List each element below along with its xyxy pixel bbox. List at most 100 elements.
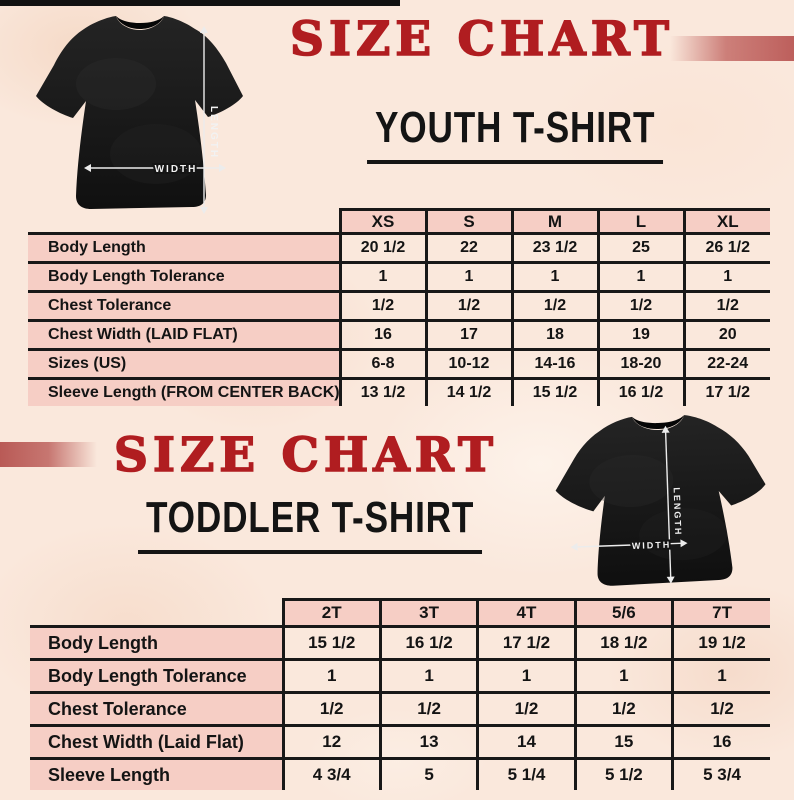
size-value-cell: 12: [281, 724, 382, 760]
measurement-row-label: Chest Width (Laid Flat): [30, 724, 285, 760]
width-label: WIDTH: [632, 540, 672, 551]
tshirt-body: [555, 415, 766, 586]
size-value-cell: 1: [424, 261, 514, 293]
measurement-row-label: Chest Tolerance: [28, 290, 342, 322]
size-value-cell: 1/2: [573, 691, 675, 727]
size-value-cell: 15 1/2: [510, 377, 600, 406]
toddler-tshirt-image: LENGTH WIDTH: [529, 406, 791, 595]
youth-tshirt-image: LENGTH WIDTH: [16, 4, 256, 216]
size-value-cell: 19: [596, 319, 686, 351]
size-column-header: 5/6: [573, 598, 675, 628]
size-value-cell: 14-16: [510, 348, 600, 380]
measure-arrows: [570, 425, 688, 584]
measurement-row-label: Chest Width (LAID FLAT): [28, 319, 342, 351]
size-value-cell: 1/2: [476, 691, 577, 727]
length-label: LENGTH: [208, 106, 219, 159]
table-row: Chest Tolerance 1/2 1/2 1/2 1/2 1/2: [30, 691, 770, 727]
toddler-size-chart-title: SIZE CHART: [113, 428, 498, 483]
size-value-cell: 22-24: [682, 348, 770, 380]
size-value-cell: 20: [682, 319, 770, 351]
size-value-cell: 18: [510, 319, 600, 351]
length-label: LENGTH: [672, 487, 684, 536]
size-value-cell: 1/2: [378, 691, 480, 727]
size-value-cell: 18 1/2: [573, 625, 675, 661]
table-row: Sleeve Length (FROM CENTER BACK) 13 1/2 14…: [28, 377, 770, 406]
size-value-cell: 23 1/2: [510, 232, 600, 264]
fabric-highlight: [110, 124, 202, 184]
size-column-header: S: [424, 208, 514, 235]
size-value-cell: 1/2: [596, 290, 686, 322]
width-label: WIDTH: [155, 164, 198, 175]
size-value-cell: 25: [596, 232, 686, 264]
toddler-size-table: 2T 3T 4T 5/6 7T Body Length 15 1/2 16 1/2 17 1/…: [30, 598, 770, 790]
measurement-row-label: Body Length Tolerance: [30, 658, 285, 694]
toddler-subtitle-wrap: TODDLER T-SHIRT: [95, 496, 485, 554]
size-value-cell: 5: [378, 757, 480, 790]
size-value-cell: 15: [573, 724, 675, 760]
size-value-cell: 1/2: [281, 691, 382, 727]
size-column-header: 4T: [476, 598, 577, 628]
size-column-header: M: [510, 208, 600, 235]
measurement-row-label: Sleeve Length: [30, 757, 285, 790]
size-value-cell: 1: [671, 658, 770, 694]
size-value-cell: 22: [424, 232, 514, 264]
size-value-cell: 5 3/4: [671, 757, 770, 790]
measurement-row-label: Body Length: [28, 232, 342, 264]
size-value-cell: 17 1/2: [682, 377, 770, 406]
youth-subtitle-wrap: YOUTH T-SHIRT: [330, 106, 700, 164]
measure-arrows: [84, 26, 226, 214]
table-corner-blank: [28, 210, 340, 234]
size-value-cell: 5 1/2: [573, 757, 675, 790]
size-value-cell: 16 1/2: [596, 377, 686, 406]
measurement-row-label: Chest Tolerance: [30, 691, 285, 727]
title-accent-bar-right: [670, 36, 794, 61]
youth-header-row: XS S M L XL: [28, 208, 770, 235]
size-value-cell: 16: [338, 319, 428, 351]
size-value-cell: 5 1/4: [476, 757, 577, 790]
toddler-tshirt-drawing: LENGTH WIDTH: [555, 415, 766, 586]
table-row: Body Length 20 1/2 22 23 1/2 25 26 1/2: [28, 232, 770, 264]
table-row: Sleeve Length 4 3/4 5 5 1/4 5 1/2 5 3/4: [30, 757, 770, 790]
tshirt-body: [36, 16, 243, 209]
size-column-header: XL: [682, 208, 770, 235]
size-value-cell: 16: [671, 724, 770, 760]
toddler-header-row: 2T 3T 4T 5/6 7T: [30, 598, 770, 628]
photo-edge-strip: [0, 0, 400, 6]
size-column-header: 3T: [378, 598, 480, 628]
size-value-cell: 26 1/2: [682, 232, 770, 264]
size-value-cell: 1/2: [424, 290, 514, 322]
table-row: Chest Width (LAID FLAT) 16 17 18 19 20: [28, 319, 770, 351]
table-row: Chest Width (Laid Flat) 12 13 14 15 16: [30, 724, 770, 760]
size-value-cell: 17: [424, 319, 514, 351]
tshirt-collar: [116, 16, 164, 29]
size-value-cell: 6-8: [338, 348, 428, 380]
size-value-cell: 1/2: [510, 290, 600, 322]
size-value-cell: 13 1/2: [338, 377, 428, 406]
size-value-cell: 1: [596, 261, 686, 293]
size-column-header: XS: [338, 208, 428, 235]
table-row: Sizes (US) 6-8 10-12 14-16 18-20 22-24: [28, 348, 770, 380]
tshirt-collar: [632, 415, 685, 430]
size-column-header: 2T: [281, 598, 382, 628]
size-value-cell: 18-20: [596, 348, 686, 380]
youth-size-table: XS S M L XL Body Length 20 1/2 22 23 1/2 25 26 1/…: [28, 208, 770, 406]
table-row: Body Length Tolerance 1 1 1 1 1: [30, 658, 770, 694]
size-value-cell: 1: [510, 261, 600, 293]
size-value-cell: 20 1/2: [338, 232, 428, 264]
size-value-cell: 14: [476, 724, 577, 760]
size-column-header: L: [596, 208, 686, 235]
size-value-cell: 1: [378, 658, 480, 694]
size-value-cell: 1: [476, 658, 577, 694]
size-column-header: 7T: [671, 598, 770, 628]
fabric-highlight: [639, 508, 728, 561]
table-row: Body Length 15 1/2 16 1/2 17 1/2 18 1/2 19 1/…: [30, 625, 770, 661]
size-value-cell: 19 1/2: [671, 625, 770, 661]
size-value-cell: 16 1/2: [378, 625, 480, 661]
fabric-highlight: [589, 454, 674, 508]
size-value-cell: 14 1/2: [424, 377, 514, 406]
size-value-cell: 10-12: [424, 348, 514, 380]
size-value-cell: 17 1/2: [476, 625, 577, 661]
size-value-cell: 1/2: [671, 691, 770, 727]
size-value-cell: 4 3/4: [281, 757, 382, 790]
measurement-row-label: Body Length: [30, 625, 285, 661]
